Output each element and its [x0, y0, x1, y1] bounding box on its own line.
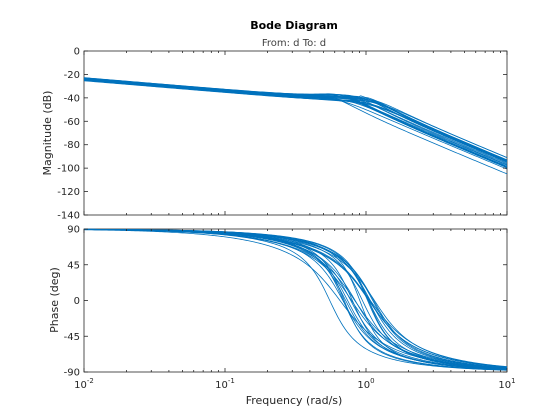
- magnitude-curve: [83, 77, 508, 164]
- chart-subtitle: From: d To: d: [262, 38, 326, 49]
- magnitude-y-ticks: 0 -20 -40 -60 -80 -100 -120 -140: [57, 47, 507, 222]
- xtick-label: 10-2: [74, 377, 94, 391]
- magnitude-panel: 0 -20 -40 -60 -80 -100 -120 -140 Magnitude (dB): [41, 47, 508, 222]
- xtick-label: 10-1: [215, 377, 235, 391]
- magnitude-ytick-label: 0: [74, 47, 80, 58]
- phase-ylabel: Phase (deg): [48, 267, 61, 333]
- x-axis-label: Frequency (rad/s): [246, 394, 343, 407]
- xtick-label: 100: [357, 377, 374, 391]
- phase-y-ticks: 90 45 0 -45 -90: [64, 225, 507, 379]
- magnitude-ytick-label: -40: [64, 93, 80, 104]
- phase-ytick-label: -90: [64, 368, 80, 379]
- phase-panel: 90 45 0 -45 -90 Phase (deg): [48, 225, 508, 379]
- phase-axes-box: [83, 228, 508, 373]
- phase-curves: [83, 228, 508, 371]
- phase-ytick-label: -45: [64, 332, 80, 343]
- phase-curve: [83, 229, 508, 370]
- magnitude-curve: [83, 79, 508, 167]
- magnitude-ytick-label: -60: [64, 117, 80, 128]
- magnitude-axes-box: [83, 50, 508, 216]
- phase-ytick-label: 0: [74, 296, 80, 307]
- chart-title: Bode Diagram: [250, 19, 338, 32]
- magnitude-ylabel: Magnitude (dB): [41, 91, 54, 176]
- magnitude-ytick-label: -80: [64, 140, 80, 151]
- magnitude-ytick-label: -120: [57, 187, 80, 198]
- xtick-label: 101: [498, 377, 515, 391]
- phase-ytick-label: 45: [67, 260, 80, 271]
- magnitude-curves: [83, 77, 508, 175]
- phase-ytick-label: 90: [67, 225, 80, 236]
- magnitude-ytick-label: -100: [57, 164, 80, 175]
- magnitude-ytick-label: -140: [57, 211, 80, 222]
- x-ticks: 10-2 10-1 100 101: [74, 51, 516, 391]
- magnitude-ytick-label: -20: [64, 70, 80, 81]
- magnitude-curve: [83, 80, 508, 161]
